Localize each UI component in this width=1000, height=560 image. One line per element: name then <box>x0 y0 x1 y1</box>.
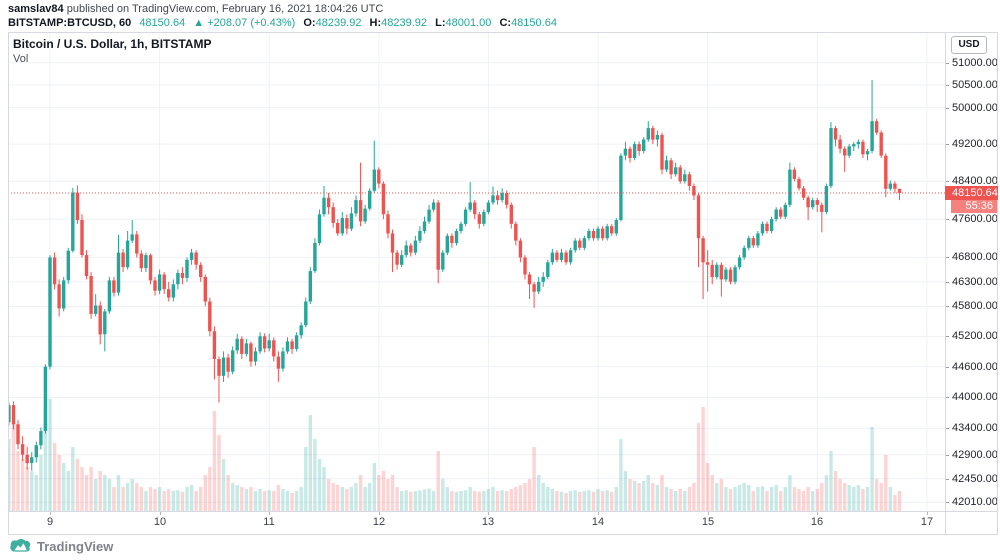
currency-toggle-button[interactable]: USD <box>951 36 987 54</box>
close-value: 48150.64 <box>511 17 557 29</box>
time-tick-mark <box>817 511 818 515</box>
low-value: 48001.00 <box>445 17 492 29</box>
chart-plot-area[interactable]: Bitcoin / U.S. Dollar, 1h, BITSTAMP Vol <box>8 32 945 511</box>
price-tick-label: 47600.00 <box>945 212 998 226</box>
publish-line: samslav84 published on TradingView.com, … <box>8 2 998 16</box>
tradingview-brand[interactable]: TradingView <box>8 538 113 554</box>
time-tick-mark <box>927 511 928 515</box>
time-tick-label: 16 <box>810 516 824 528</box>
ohlc-line: BITSTAMP:BTCUSD, 60 48150.64 ▲ +208.07 (… <box>8 16 998 30</box>
change-value: +208.07 (+0.43%) <box>207 17 296 29</box>
price-tick-label: 42010.00 <box>945 495 998 509</box>
volume-series <box>8 399 902 511</box>
time-tick-mark <box>598 511 599 515</box>
time-tick-label: 14 <box>591 516 605 528</box>
time-tick-label: 10 <box>153 516 167 528</box>
price-tick-label: 44600.00 <box>945 360 998 374</box>
time-tick-label: 17 <box>920 516 934 528</box>
grid <box>8 32 945 511</box>
time-tick-mark <box>379 511 380 515</box>
last-price-axis-label: 48150.64 <box>945 186 998 200</box>
price-tick-label: 46300.00 <box>945 275 998 289</box>
username: samslav84 <box>8 3 64 15</box>
frame-left-border <box>8 32 9 535</box>
tradingview-brand-label: TradingView <box>37 538 114 554</box>
header: samslav84 published on TradingView.com, … <box>8 2 998 30</box>
open-value: 48239.92 <box>315 17 362 29</box>
high-label: H: <box>369 17 382 29</box>
last-price-value: 48150.64 <box>139 17 186 29</box>
time-tick-mark <box>708 511 709 515</box>
candle-series <box>8 80 902 471</box>
time-tick-mark <box>488 511 489 515</box>
tradingview-cloud-icon <box>10 539 31 552</box>
time-tick-label: 11 <box>263 516 275 528</box>
time-tick-label: 13 <box>481 516 495 528</box>
frame-price-axis-separator <box>945 32 946 535</box>
frame-right-border <box>997 32 998 535</box>
price-tick-label: 42450.00 <box>945 472 998 486</box>
frame-top-border <box>8 32 998 33</box>
high-value: 48239.92 <box>381 17 428 29</box>
publish-text: published on TradingView.com, February 1… <box>63 3 384 15</box>
price-tick-label: 50500.00 <box>945 78 998 92</box>
symbol-interval: BITSTAMP:BTCUSD, 60 <box>8 17 132 29</box>
low-label: L: <box>435 17 446 29</box>
time-tick-label: 12 <box>372 516 386 528</box>
time-tick-mark <box>269 511 270 515</box>
time-axis[interactable]: 9 10 11 12 13 14 15 16 17 <box>8 511 945 534</box>
bar-countdown-label: 55:36 <box>951 200 997 213</box>
frame-plot-bottom-border <box>8 511 998 512</box>
price-tick-label: 50000.00 <box>945 101 998 115</box>
price-tick-label: 49200.00 <box>945 137 998 151</box>
price-tick-label: 42900.00 <box>945 448 998 462</box>
close-label: C: <box>499 17 512 29</box>
time-tick-label: 15 <box>701 516 715 528</box>
price-tick-label: 43400.00 <box>945 421 998 435</box>
price-tick-label: 48400.00 <box>945 174 998 188</box>
time-tick-mark <box>160 511 161 515</box>
price-tick-label: 51000.00 <box>945 56 998 70</box>
open-label: O: <box>303 17 316 29</box>
price-chart-svg[interactable] <box>8 32 945 511</box>
price-tick-label: 45800.00 <box>945 299 998 313</box>
price-tick-label: 44000.00 <box>945 390 998 404</box>
time-tick-label: 9 <box>46 516 54 528</box>
frame-axis-bottom-border <box>8 534 998 535</box>
price-axis[interactable]: USD 48150.64 55:36 51000.00 50500.00 50000… <box>945 32 998 511</box>
price-tick-label: 45200.00 <box>945 329 998 343</box>
price-tick-label: 46800.00 <box>945 250 998 264</box>
change-arrow-icon: ▲ <box>193 17 205 29</box>
time-tick-mark <box>50 511 51 515</box>
